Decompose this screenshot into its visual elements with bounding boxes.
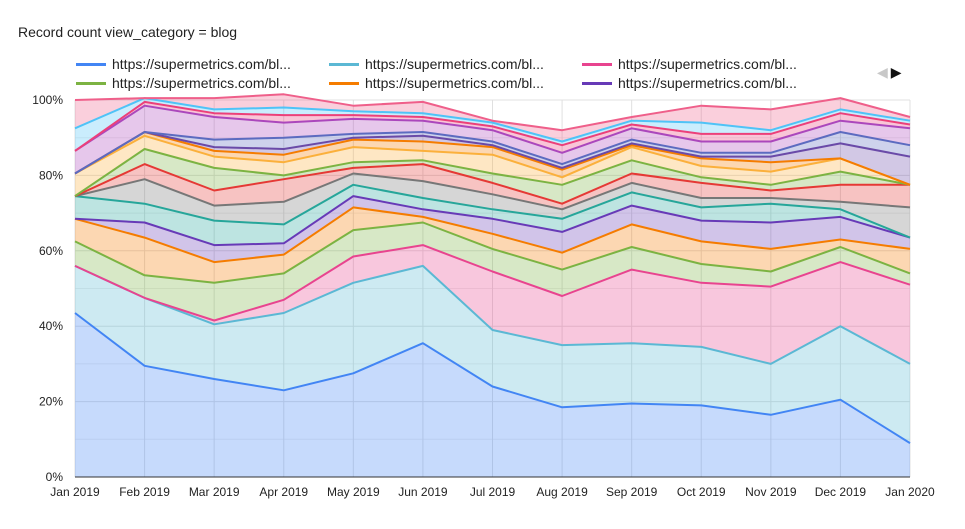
- series-7-line: [74, 183, 911, 239]
- legend-item-1[interactable]: https://supermetrics.com/bl...: [76, 56, 291, 72]
- legend-next-icon[interactable]: ▶: [890, 64, 902, 80]
- legend-swatch-5: [329, 81, 359, 85]
- legend-label-2: https://supermetrics.com/bl...: [365, 56, 544, 72]
- series-15-line: [74, 104, 911, 154]
- y-tick-label: 80%: [39, 168, 63, 182]
- legend-swatch-1: [76, 62, 106, 66]
- legend-label-6: https://supermetrics.com/bl...: [618, 75, 797, 91]
- x-tick-label: Jun 2019: [398, 485, 448, 499]
- x-tick-label: Jan 2020: [885, 485, 935, 499]
- x-tick-label: Sep 2019: [606, 485, 658, 499]
- series-8-area[interactable]: [75, 173, 910, 238]
- y-tick-label: 0%: [46, 470, 64, 484]
- series-10-line: [74, 148, 911, 197]
- x-tick-label: Oct 2019: [677, 485, 726, 499]
- series-3-line: [74, 244, 911, 322]
- y-tick-label: 40%: [39, 319, 63, 333]
- y-tick-label: 60%: [39, 244, 63, 258]
- x-tick-label: Feb 2019: [119, 485, 170, 499]
- y-tick-label: 20%: [39, 395, 63, 409]
- chart-title: Record count view_category = blog: [18, 24, 238, 40]
- legend-item-2[interactable]: https://supermetrics.com/bl...: [329, 56, 544, 72]
- legend-swatch-6: [582, 81, 612, 85]
- series-8-line: [74, 172, 911, 211]
- series-17-area[interactable]: [75, 98, 910, 151]
- legend-swatch-3: [582, 62, 612, 66]
- legend-label-5: https://supermetrics.com/bl...: [365, 75, 544, 91]
- legend-item-6[interactable]: https://supermetrics.com/bl...: [582, 75, 797, 91]
- x-tick-label: Dec 2019: [815, 485, 867, 499]
- series-2-line: [74, 264, 911, 365]
- legend-prev-icon[interactable]: ◀: [877, 64, 888, 80]
- series-2-area[interactable]: [75, 265, 910, 444]
- legend-pager: ◀ ▶: [877, 64, 902, 81]
- series-12-line: [74, 131, 911, 186]
- x-tick-label: Jan 2019: [50, 485, 100, 499]
- x-tick-label: Jul 2019: [470, 485, 516, 499]
- legend-label-4: https://supermetrics.com/bl...: [112, 75, 291, 91]
- series-10-area[interactable]: [75, 149, 910, 204]
- series-4-line: [74, 221, 911, 284]
- legend-label-3: https://supermetrics.com/bl...: [618, 56, 797, 72]
- legend-item-5[interactable]: https://supermetrics.com/bl...: [329, 75, 544, 91]
- series-1-area[interactable]: [75, 313, 910, 477]
- series-18-line: [74, 93, 911, 132]
- series-17-line: [74, 97, 911, 143]
- x-tick-label: May 2019: [327, 485, 380, 499]
- legend-item-4[interactable]: https://supermetrics.com/bl...: [76, 75, 291, 91]
- series-9-area[interactable]: [75, 164, 910, 210]
- series-14-line: [74, 131, 911, 175]
- x-tick-label: Mar 2019: [189, 485, 240, 499]
- legend-label-1: https://supermetrics.com/bl...: [112, 56, 291, 72]
- legend-item-3[interactable]: https://supermetrics.com/bl...: [582, 56, 797, 72]
- series-16-line: [74, 100, 911, 152]
- series-1-line: [74, 312, 911, 444]
- series-6-line: [74, 195, 911, 247]
- series-11-area[interactable]: [75, 135, 910, 197]
- legend-swatch-2: [329, 62, 359, 66]
- x-tick-label: Apr 2019: [259, 485, 308, 499]
- x-tick-label: Aug 2019: [536, 485, 588, 499]
- series-9-line: [74, 163, 910, 205]
- series-13-area[interactable]: [75, 132, 910, 185]
- series-7-area[interactable]: [75, 184, 910, 246]
- series-3-area[interactable]: [75, 245, 910, 364]
- y-tick-label: 100%: [32, 93, 63, 107]
- series-14-area[interactable]: [75, 132, 910, 174]
- series-13-line: [74, 131, 911, 175]
- x-tick-label: Nov 2019: [745, 485, 797, 499]
- series-6-area[interactable]: [75, 196, 910, 263]
- series-11-line: [74, 134, 911, 186]
- legend-swatch-4: [76, 81, 106, 85]
- series-5-line: [74, 206, 911, 264]
